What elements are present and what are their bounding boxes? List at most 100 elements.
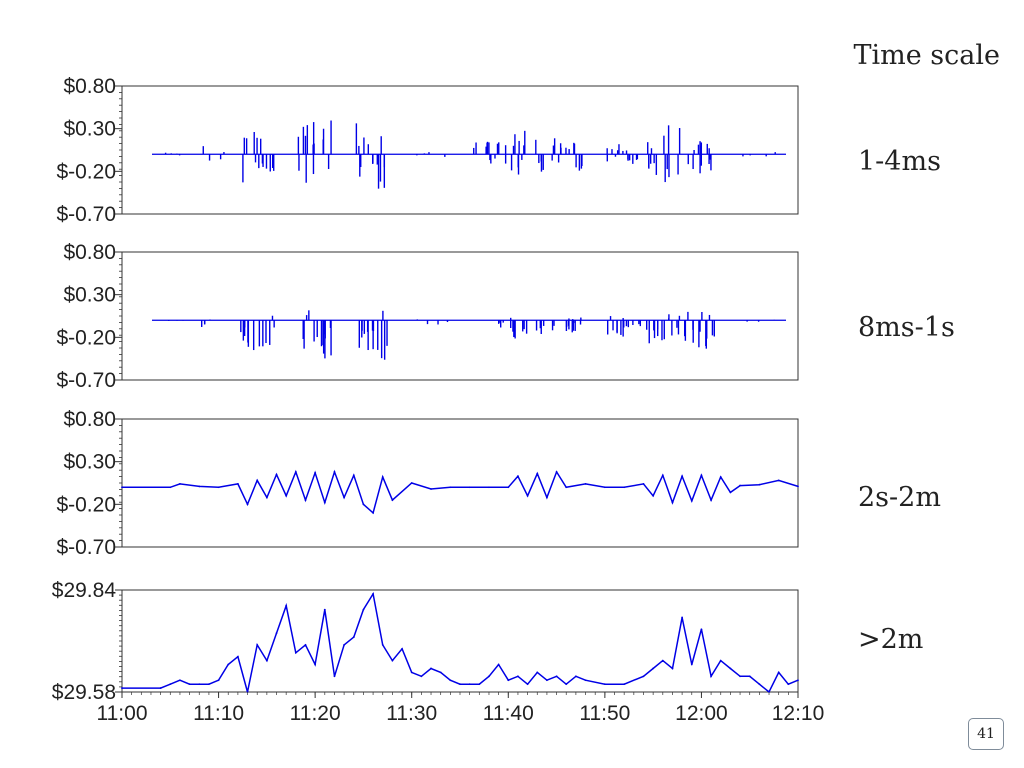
data-point <box>671 501 674 504</box>
data-point <box>777 479 780 482</box>
data-point <box>574 675 577 678</box>
data-point <box>333 471 336 473</box>
x-tick-label: 12:10 <box>772 702 825 725</box>
y-tick-label: $0.30 <box>63 284 116 307</box>
y-tick-label: $-0.20 <box>56 160 116 183</box>
data-point <box>391 499 394 501</box>
chart-panel-3: $0.80 $0.30 $-0.20 $-0.70 2s-2m <box>56 408 941 559</box>
data-point <box>459 683 461 686</box>
data-point <box>352 474 355 477</box>
data-point <box>526 683 529 686</box>
y-tick-label: $29.58 <box>52 681 116 704</box>
data-point <box>517 675 519 678</box>
data-point <box>121 486 123 489</box>
data-point <box>690 663 693 666</box>
data-point <box>401 647 403 650</box>
data-point <box>362 608 365 611</box>
data-point <box>478 683 481 686</box>
data-point <box>700 474 703 477</box>
data-point <box>256 479 259 482</box>
data-point <box>603 683 606 686</box>
data-point <box>517 475 519 478</box>
time-scale-label: 1-4ms <box>858 146 941 177</box>
data-point <box>719 476 722 478</box>
y-tick-label: $0.80 <box>63 241 116 264</box>
data-point <box>546 679 548 682</box>
data-point <box>179 679 181 682</box>
data-point <box>797 679 799 682</box>
y-tick-label: $-0.70 <box>56 369 116 392</box>
chart-panel-1: $0.80 $0.30 $-0.20 $-0.70 1-4ms <box>56 75 941 226</box>
data-point <box>430 667 432 670</box>
data-point <box>294 651 297 654</box>
data-point <box>797 485 799 488</box>
data-point <box>275 632 278 635</box>
data-point <box>748 675 751 678</box>
data-point <box>526 494 529 497</box>
data-point <box>381 476 384 478</box>
data-point <box>294 471 297 473</box>
data-point <box>236 655 239 658</box>
data-point <box>739 484 741 487</box>
data-point <box>381 644 384 646</box>
data-point <box>507 679 510 682</box>
data-point <box>690 500 693 502</box>
time-scale-label: >2m <box>858 624 923 655</box>
data-point <box>623 683 626 686</box>
data-point <box>333 675 336 678</box>
data-point <box>681 475 684 478</box>
data-point <box>420 675 423 678</box>
x-tick-label: 11:10 <box>193 702 244 725</box>
data-point <box>661 474 664 477</box>
data-point <box>391 659 394 662</box>
x-tick-label: 11:20 <box>290 702 341 725</box>
data-point <box>710 499 712 501</box>
data-point <box>285 494 288 497</box>
data-point <box>555 675 558 678</box>
data-point <box>584 482 587 485</box>
data-point <box>555 471 558 473</box>
data-point <box>758 683 761 686</box>
x-tick-label: 11:00 <box>97 702 148 725</box>
data-point <box>275 473 278 476</box>
data-point <box>787 683 790 686</box>
data-point <box>488 675 490 678</box>
plot-frame <box>121 85 799 215</box>
data-point <box>652 667 655 670</box>
plot-frame <box>121 251 799 381</box>
data-point <box>449 486 452 489</box>
series-line <box>122 591 799 694</box>
data-point <box>343 496 346 499</box>
data-point <box>236 482 239 485</box>
y-tick-label: $0.30 <box>63 451 116 474</box>
y-tick-label: $-0.20 <box>56 326 116 349</box>
data-point <box>372 511 374 514</box>
data-point <box>323 608 326 611</box>
y-tick-label: $0.80 <box>63 408 116 431</box>
data-point <box>121 687 123 689</box>
data-point <box>449 679 452 682</box>
page-number-badge: 41 <box>968 718 1004 750</box>
data-point <box>719 659 722 662</box>
x-tick-label: 11:50 <box>579 702 630 725</box>
data-point <box>488 486 490 489</box>
y-tick-label: $-0.70 <box>56 536 116 559</box>
data-point <box>372 593 374 595</box>
data-point <box>217 486 220 489</box>
y-tick-label: $0.80 <box>63 75 116 98</box>
time-scale-header: Time scale <box>854 40 1001 71</box>
data-point <box>468 683 471 686</box>
data-point <box>536 671 539 674</box>
time-scale-label: 8ms-1s <box>858 312 955 343</box>
data-point <box>285 604 288 607</box>
data-point <box>661 659 664 662</box>
data-point <box>536 472 539 475</box>
series-line <box>122 469 799 515</box>
data-point <box>565 486 568 489</box>
data-point <box>603 486 606 489</box>
data-point <box>758 483 761 486</box>
data-point <box>169 683 172 686</box>
data-point <box>159 687 162 689</box>
